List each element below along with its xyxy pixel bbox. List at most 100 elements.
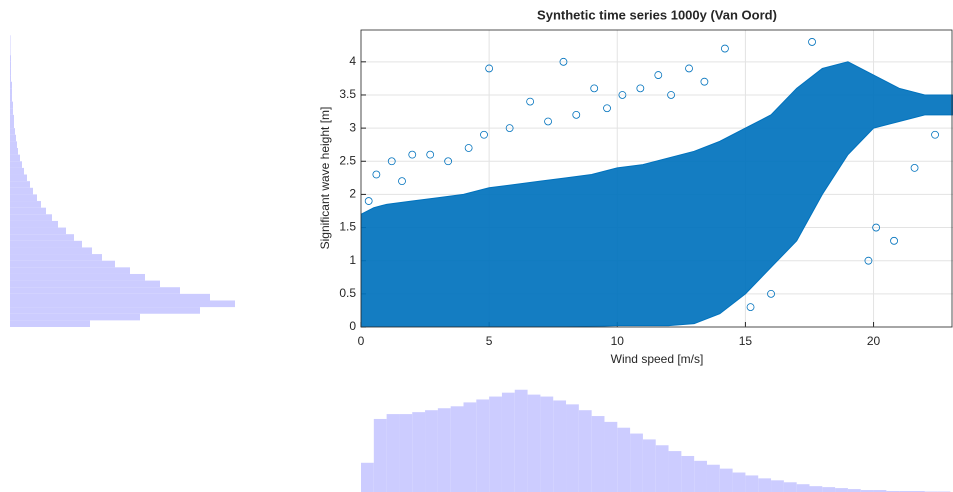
- scatter-point: [864, 256, 873, 265]
- scatter-point: [721, 44, 729, 53]
- y-tick-label: 1: [349, 253, 356, 267]
- histogram-bar: [10, 161, 22, 168]
- scatter-point: [426, 150, 435, 159]
- y-tick-label: 1.5: [339, 220, 356, 234]
- histogram-bar: [10, 240, 82, 248]
- histogram-bar: [10, 55, 11, 62]
- x-axis-label: Wind speed [m/s]: [611, 352, 704, 366]
- histogram-bar: [10, 267, 130, 274]
- scatter-point: [636, 84, 645, 93]
- histogram-bar: [10, 167, 24, 175]
- x-tick-label: 15: [739, 334, 753, 348]
- scatter-point: [480, 130, 488, 139]
- x-tick-label: 5: [486, 334, 493, 348]
- y-tick-label: 2.5: [339, 153, 356, 167]
- histogram-bar: [10, 227, 66, 235]
- histogram-bar: [412, 412, 426, 492]
- histogram-bar: [10, 220, 58, 228]
- histogram-bar: [578, 410, 592, 492]
- histogram-bar: [835, 488, 848, 492]
- histogram-bar: [553, 400, 567, 492]
- histogram-bar: [719, 468, 733, 492]
- histogram-bar: [758, 478, 772, 492]
- scatter-point: [685, 64, 693, 73]
- histogram-bar: [655, 445, 669, 492]
- histogram-bar: [514, 389, 528, 492]
- scatter-point: [444, 157, 453, 166]
- histogram-bar: [10, 154, 20, 162]
- histogram-bar: [361, 462, 374, 492]
- histogram-bar: [822, 487, 836, 492]
- histogram-bar: [860, 490, 874, 492]
- histogram-bar: [10, 181, 30, 188]
- histogram-bar: [10, 108, 13, 115]
- histogram-bar: [706, 464, 720, 492]
- y-tick-label: 4: [349, 54, 356, 68]
- histogram-bar: [437, 408, 451, 492]
- histogram-bar: [10, 68, 11, 76]
- scatter-point: [364, 197, 373, 205]
- y-tick-label: 0: [349, 319, 356, 333]
- histogram-bar: [809, 486, 823, 492]
- histogram-bar: [10, 41, 11, 49]
- x-tick-label: 0: [358, 334, 365, 348]
- histogram-bar: [732, 472, 746, 492]
- histogram-bar: [745, 475, 759, 492]
- histogram-bar: [847, 489, 861, 492]
- scatter-point: [931, 130, 939, 139]
- histogram-bar: [10, 75, 11, 82]
- histogram-bar: [527, 394, 541, 492]
- histogram-bar: [10, 141, 17, 149]
- histogram-bar: [386, 414, 400, 492]
- histogram-bar: [10, 101, 13, 109]
- histogram-bar: [10, 307, 200, 314]
- scatter-point: [667, 91, 675, 99]
- histogram-bar: [10, 287, 180, 294]
- scatter-point: [603, 104, 611, 113]
- histogram-bar: [617, 427, 631, 492]
- scatter-point: [767, 289, 775, 298]
- histogram-bar: [10, 48, 11, 56]
- scatter-point: [590, 84, 599, 93]
- scatter-point: [808, 38, 816, 46]
- y-axis-label: Significant wave height [m]: [318, 107, 332, 250]
- axes-frame: [360, 29, 953, 328]
- histogram-bar: [783, 482, 797, 492]
- histogram-bar: [450, 406, 464, 492]
- histogram-bar: [873, 490, 887, 492]
- histogram-bar: [668, 451, 682, 492]
- histogram-bar: [10, 254, 102, 261]
- histogram-bar: [10, 35, 11, 42]
- chart-title: Synthetic time series 1000y (Van Oord): [537, 7, 777, 22]
- histogram-bar: [463, 402, 477, 492]
- histogram-bar: [10, 234, 74, 241]
- x-tick-label: 10: [611, 334, 625, 348]
- scatter-point: [464, 144, 473, 152]
- histogram-bar: [10, 247, 92, 255]
- scatter-point: [890, 236, 898, 245]
- y-tick-label: 0.5: [339, 286, 356, 300]
- histogram-bar: [373, 418, 387, 492]
- histogram-bar: [10, 88, 12, 95]
- histogram-bar: [10, 214, 52, 221]
- scatter-point: [746, 303, 755, 312]
- histogram-bar: [10, 81, 12, 89]
- point-cloud: [361, 61, 953, 327]
- histogram-bar: [10, 128, 15, 135]
- histogram-bar: [540, 396, 554, 492]
- histogram-bar: [604, 421, 618, 492]
- scatter-point: [559, 57, 568, 66]
- histogram-bar: [10, 187, 33, 195]
- scatter-point: [872, 223, 881, 232]
- histogram-bar: [566, 404, 579, 492]
- scatter-point: [408, 150, 417, 159]
- scatter-point: [387, 157, 396, 166]
- histogram-bar: [10, 207, 46, 215]
- histogram-bar: [10, 61, 11, 69]
- scatter-point: [572, 110, 581, 119]
- scatter-point: [505, 124, 514, 133]
- histogram-bar: [425, 410, 438, 492]
- scatter-point: [654, 71, 663, 79]
- histogram-bar: [10, 121, 14, 129]
- y-tick-label: 3: [349, 120, 356, 134]
